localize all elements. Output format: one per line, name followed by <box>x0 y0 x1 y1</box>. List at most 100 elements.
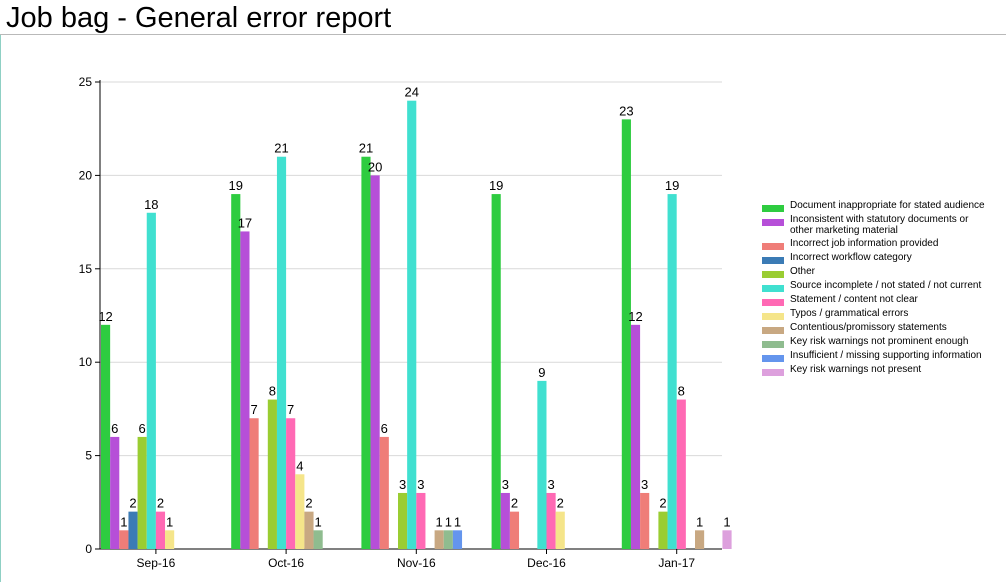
bar <box>667 194 677 549</box>
bar <box>676 399 686 549</box>
bar <box>695 530 705 549</box>
legend-swatch <box>762 341 784 348</box>
data-label: 12 <box>98 309 112 324</box>
legend-label: Typos / grammatical errors <box>790 308 909 319</box>
data-label: 1 <box>454 514 461 529</box>
legend-swatch <box>762 313 784 320</box>
data-label: 6 <box>111 421 118 436</box>
bar <box>370 175 380 549</box>
data-label: 8 <box>678 384 685 399</box>
bar <box>555 511 565 549</box>
bar <box>537 380 547 549</box>
bar <box>101 324 111 549</box>
legend-swatch <box>762 327 784 334</box>
y-tick-label: 0 <box>85 542 92 556</box>
left-border <box>0 35 1 582</box>
data-label: 1 <box>315 514 322 529</box>
legend-label: Key risk warnings not present <box>790 364 922 375</box>
data-label: 3 <box>547 477 554 492</box>
bar <box>416 492 426 549</box>
bar <box>361 156 371 549</box>
legend-label: Key risk warnings not prominent enough <box>790 336 969 347</box>
data-label: 1 <box>696 514 703 529</box>
bar <box>146 212 156 549</box>
bar <box>240 231 250 549</box>
bar <box>249 418 259 549</box>
legend-item: Incorrect workflow category <box>762 252 1002 264</box>
legend-label: Statement / content not clear <box>790 294 918 305</box>
bar <box>379 436 389 549</box>
legend-item: Source incomplete / not stated / not cur… <box>762 280 1002 292</box>
legend-item: Typos / grammatical errors <box>762 308 1002 320</box>
legend-item: Insufficient / missing supporting inform… <box>762 350 1002 362</box>
x-tick-label: Oct-16 <box>268 556 304 570</box>
data-label: 6 <box>139 421 146 436</box>
bar <box>267 399 277 549</box>
legend-item: Inconsistent with statutory documents or… <box>762 214 1002 236</box>
data-label: 17 <box>238 215 252 230</box>
legend-item: Document inappropriate for stated audien… <box>762 200 1002 212</box>
bar <box>722 530 732 549</box>
bar <box>546 492 556 549</box>
legend-label: Insufficient / missing supporting inform… <box>790 350 982 361</box>
data-label: 1 <box>436 514 443 529</box>
legend-item: Incorrect job information provided <box>762 238 1002 250</box>
legend-swatch <box>762 299 784 306</box>
legend-swatch <box>762 257 784 264</box>
bar <box>452 530 463 549</box>
y-tick-label: 10 <box>79 355 93 369</box>
legend-swatch <box>762 271 784 278</box>
bar <box>119 530 129 549</box>
bar <box>640 492 650 549</box>
bar <box>443 530 453 549</box>
legend-label: Incorrect job information provided <box>790 238 939 249</box>
data-label: 4 <box>296 458 303 473</box>
bar <box>295 474 305 549</box>
data-label: 6 <box>381 421 388 436</box>
bar <box>231 194 241 549</box>
legend-label: Other <box>790 266 816 277</box>
page-title: Job bag - General error report <box>6 2 392 34</box>
legend-swatch <box>762 219 784 226</box>
x-tick-label: Nov-16 <box>397 556 436 570</box>
chart-legend: Document inappropriate for stated audien… <box>762 200 1002 379</box>
data-label: 21 <box>359 141 373 156</box>
data-label: 2 <box>557 496 564 511</box>
data-label: 12 <box>628 309 642 324</box>
data-label: 2 <box>511 496 518 511</box>
bar <box>407 100 417 550</box>
bar <box>286 418 296 549</box>
x-tick-label: Jan-17 <box>658 556 695 570</box>
data-label: 7 <box>250 402 257 417</box>
legend-swatch <box>762 355 784 362</box>
bar <box>110 436 120 549</box>
bar <box>304 511 314 549</box>
bar <box>155 511 166 549</box>
bar <box>434 530 444 549</box>
data-label: 23 <box>619 103 633 118</box>
legend-label: Document inappropriate for stated audien… <box>790 200 985 211</box>
data-label: 21 <box>274 141 288 156</box>
legend-swatch <box>762 369 784 376</box>
data-label: 19 <box>229 178 243 193</box>
x-tick-label: Dec-16 <box>527 556 566 570</box>
bar <box>509 511 520 549</box>
legend-swatch <box>762 285 784 292</box>
legend-item: Key risk warnings not prominent enough <box>762 336 1002 348</box>
data-label: 19 <box>665 178 679 193</box>
x-tick-label: Sep-16 <box>137 556 176 570</box>
y-tick-label: 5 <box>85 449 92 463</box>
bar <box>128 511 138 549</box>
data-label: 8 <box>269 384 276 399</box>
data-label: 2 <box>305 496 312 511</box>
y-tick-label: 20 <box>79 168 93 182</box>
y-tick-label: 15 <box>79 262 93 276</box>
data-label: 2 <box>659 496 666 511</box>
legend-item: Other <box>762 266 1002 278</box>
legend-swatch <box>762 243 784 250</box>
data-label: 2 <box>129 496 136 511</box>
bar <box>137 436 147 549</box>
data-label: 3 <box>399 477 406 492</box>
bar <box>313 530 323 549</box>
